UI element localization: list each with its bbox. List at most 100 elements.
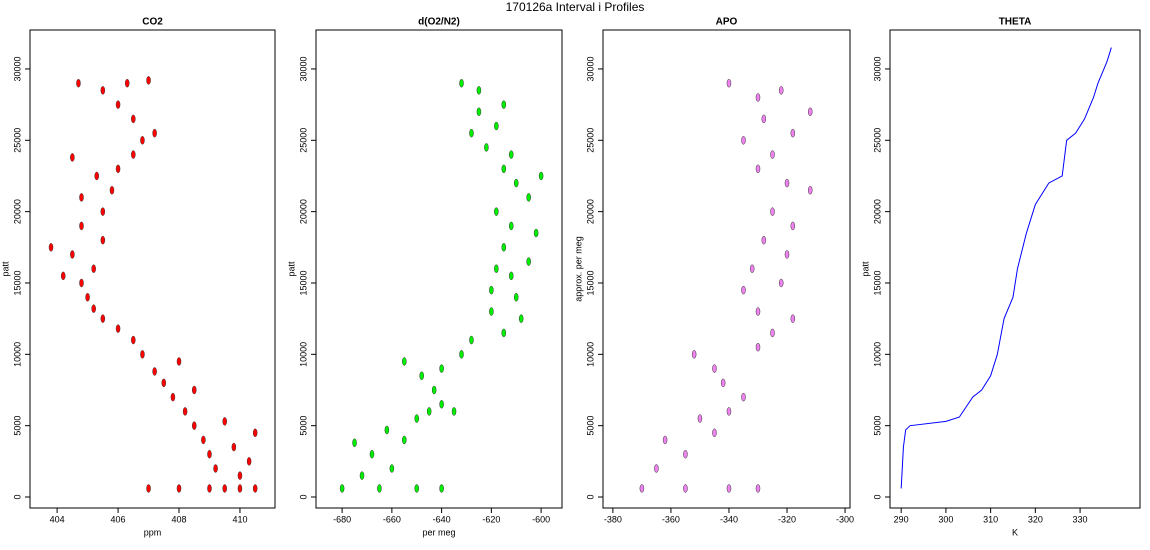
y-tick-label: 10000: [872, 342, 882, 367]
data-point: [222, 417, 227, 426]
data-point: [741, 285, 746, 295]
data-point: [697, 414, 703, 423]
plot-frame: [29, 29, 276, 509]
y-axis-label: patt: [0, 261, 10, 277]
data-point: [146, 484, 151, 493]
data-point: [85, 293, 90, 302]
data-point: [755, 164, 761, 174]
profile-line: [900, 47, 1112, 489]
data-point: [170, 392, 176, 402]
x-tick-label: -340: [720, 514, 738, 524]
panel-title: CO2: [142, 17, 163, 28]
data-point: [662, 435, 668, 445]
data-point: [778, 278, 784, 288]
data-point: [501, 328, 507, 338]
data-point: [359, 471, 365, 480]
y-tick-label: 25000: [298, 128, 308, 153]
data-point: [489, 285, 494, 295]
data-point: [494, 207, 499, 216]
data-point: [389, 464, 395, 473]
data-point: [79, 221, 84, 231]
data-point: [222, 484, 227, 493]
y-tick-label: 30000: [872, 56, 882, 81]
data-point: [494, 121, 499, 131]
data-point: [252, 484, 258, 493]
data-point: [784, 250, 790, 259]
data-point: [70, 153, 75, 162]
data-point: [683, 449, 688, 459]
data-point: [518, 314, 524, 323]
data-point: [513, 178, 519, 188]
y-tick-label: 30000: [12, 56, 22, 81]
y-tick-label: 15000: [585, 270, 595, 295]
x-axis-label: ppm: [144, 527, 162, 537]
data-point: [124, 78, 130, 88]
data-point: [131, 150, 136, 159]
data-point: [79, 193, 84, 202]
y-tick-label: 0: [298, 495, 308, 500]
data-point: [339, 484, 345, 493]
data-point: [79, 278, 84, 288]
data-point: [533, 228, 539, 238]
data-point: [755, 307, 761, 316]
data-point: [384, 425, 390, 435]
data-point: [439, 400, 444, 409]
data-point: [726, 484, 732, 493]
x-tick-label: -640: [433, 514, 451, 524]
data-point: [770, 207, 775, 216]
data-point: [115, 324, 121, 333]
data-point: [439, 484, 444, 493]
x-tick-label: -660: [383, 514, 401, 524]
data-point: [712, 364, 717, 373]
data-point: [484, 143, 489, 152]
y-tick-label: 20000: [12, 199, 22, 224]
data-point: [451, 407, 457, 416]
data-point: [207, 449, 212, 459]
data-point: [790, 314, 796, 323]
x-tick-label: -680: [333, 514, 351, 524]
x-tick-label: 300: [938, 514, 953, 524]
x-axis-label: K: [1012, 527, 1018, 537]
data-point: [146, 76, 151, 85]
panel-title: d(O2/N2): [418, 17, 460, 28]
data-point: [100, 314, 106, 323]
data-point: [109, 185, 115, 195]
plot-frame: [315, 29, 563, 509]
data-point: [501, 243, 507, 252]
data-point: [770, 328, 775, 338]
data-point: [176, 484, 182, 493]
data-point: [459, 350, 464, 359]
data-point: [683, 484, 688, 493]
y-tick-label: 30000: [298, 56, 308, 81]
data-point: [761, 235, 767, 245]
x-tick-label: 330: [1073, 514, 1088, 524]
data-point: [784, 178, 790, 188]
plot-frame: [889, 29, 1141, 509]
data-point: [778, 86, 784, 95]
x-tick-label: -600: [532, 514, 550, 524]
data-point: [509, 221, 514, 231]
y-tick-label: 10000: [298, 342, 308, 367]
data-point: [70, 250, 75, 259]
x-tick-label: 408: [171, 514, 186, 524]
data-point: [115, 100, 121, 109]
data-point: [152, 367, 157, 376]
y-tick-label: 0: [12, 495, 22, 500]
data-point: [100, 235, 106, 245]
data-point: [207, 484, 212, 493]
x-axis-label: per meg: [422, 527, 455, 537]
data-point: [377, 484, 382, 493]
page-title: 170126a Interval i Profiles: [506, 0, 645, 14]
data-point: [538, 171, 544, 181]
y-tick-label: 5000: [585, 416, 595, 436]
data-point: [755, 484, 761, 493]
data-point: [501, 164, 507, 174]
data-point: [182, 407, 188, 416]
data-point: [131, 335, 136, 345]
data-point: [741, 392, 746, 402]
data-point: [60, 271, 66, 281]
data-point: [761, 114, 767, 124]
x-tick-label: 406: [111, 514, 126, 524]
data-point: [749, 264, 755, 273]
